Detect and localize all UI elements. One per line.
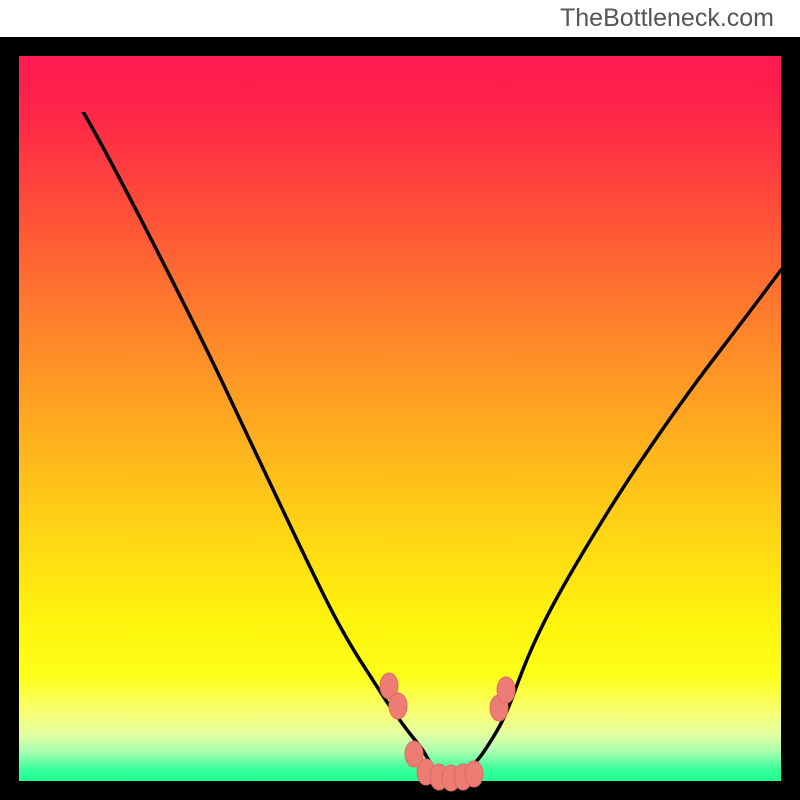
marker-bottom [465, 761, 483, 787]
marker-right [497, 677, 515, 703]
chart-canvas [0, 0, 800, 800]
plot-background [19, 56, 781, 781]
marker-left [389, 693, 407, 719]
